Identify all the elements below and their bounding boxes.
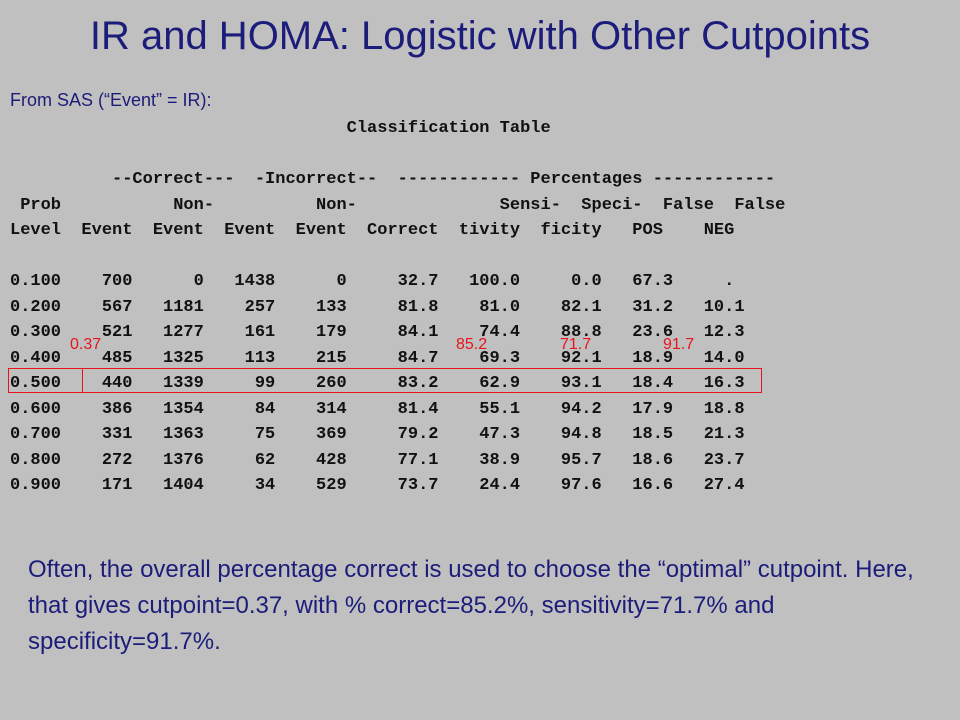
- table-row: 0.900 171 1404 34 529 73.7 24.4 97.6 16.…: [10, 476, 745, 495]
- annotation-cutpoint: 0.37: [70, 336, 102, 353]
- annotation-sensitivity: 71.7: [560, 336, 592, 353]
- annotation-correct: 85.2: [456, 336, 488, 353]
- annotation-specificity: 91.7: [663, 336, 695, 353]
- table-row: 0.800 272 1376 62 428 77.1 38.9 95.7 18.…: [10, 450, 745, 470]
- table-row: 0.400 485 1325 113 215 84.7 69.3 92.1 18…: [10, 348, 745, 368]
- table-row: 0.500 440 1339 99 260 83.2 62.9 93.1 18.…: [10, 374, 745, 393]
- table-title: Classification Table: [10, 119, 551, 138]
- slide-title: IR and HOMA: Logistic with Other Cutpoin…: [89, 14, 871, 58]
- source-line: From SAS (“Event” = IR):: [10, 90, 212, 110]
- table-row: 0.300 521 1277 161 179 84.1 74.4 88.8 23…: [10, 323, 745, 342]
- table-row: 0.700 331 1363 75 369 79.2 47.3 94.8 18.…: [10, 425, 745, 444]
- caption-text: Often, the overall percentage correct is…: [28, 556, 914, 655]
- table-row: 0.600 386 1354 84 314 81.4 55.1 94.2 17.…: [10, 399, 745, 419]
- table-row: 0.200 567 1181 257 133 81.8 81.0 82.1 31…: [10, 297, 745, 317]
- row-highlight-box: [8, 368, 762, 393]
- classification-table: Classification Table --Correct--- -Incor…: [10, 116, 785, 499]
- table-header-line: Prob Non- Non- Sensi- Speci- False False: [10, 195, 786, 215]
- table-header-line: --Correct--- -Incorrect-- ------------ P…: [10, 170, 776, 189]
- table-row: 0.100 700 0 1438 0 32.7 100.0 0.0 67.3 .: [10, 272, 735, 291]
- table-header-line: Level Event Event Event Event Correct ti…: [10, 221, 735, 240]
